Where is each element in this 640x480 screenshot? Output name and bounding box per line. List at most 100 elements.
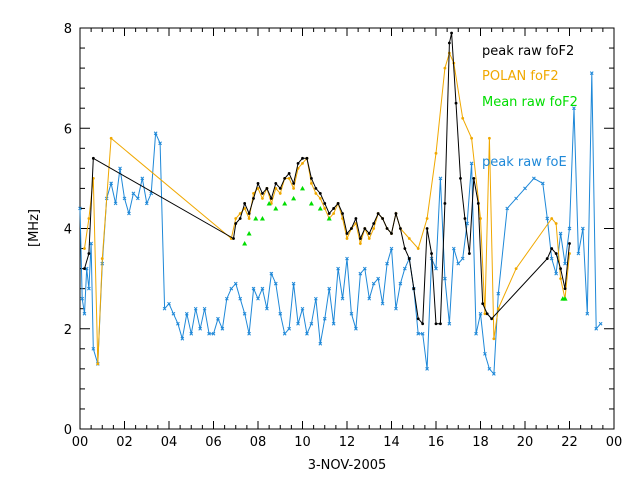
data-point [549,256,554,261]
data-point [336,202,340,205]
data-point [496,307,500,311]
data-point [282,200,288,206]
data-point [425,217,429,220]
data-point [202,306,207,311]
data-point [171,311,176,316]
data-point [367,232,371,235]
data-point [479,217,482,220]
data-point [211,331,216,336]
data-point [243,202,247,205]
x-tick-label: 14 [383,435,400,450]
x-tick-label: 22 [561,435,578,450]
x-axis-title: 3-NOV-2005 [308,458,387,473]
data-point [233,281,238,286]
data-point [287,176,291,180]
data-point [394,306,398,311]
data-point [568,242,571,245]
data-point [113,201,118,206]
data-point [376,276,381,281]
data-point [314,192,318,195]
x-tick-label: 06 [205,435,222,450]
data-point [83,267,86,270]
data-point [594,326,599,331]
data-point [234,222,238,225]
data-point [562,296,568,301]
data-point [131,191,136,196]
data-point [310,181,313,185]
data-point [229,286,234,291]
data-point [305,331,309,336]
data-point [300,306,305,311]
data-point [559,267,562,270]
data-point [372,227,376,230]
data-point [350,227,353,230]
data-point [247,331,251,336]
data-point [491,372,496,376]
data-point [385,227,389,230]
data-point [259,215,265,221]
data-point [87,252,91,255]
data-point [180,336,185,341]
data-point [463,217,467,220]
data-point [490,317,494,321]
legend-entry: peak raw foF2 [482,44,574,59]
x-tick-label: 00 [606,435,623,450]
data-point [242,311,247,316]
data-point [430,252,433,255]
x-tick-label: 04 [161,435,178,450]
data-point [358,242,362,245]
data-point [585,311,590,316]
data-point [545,257,549,260]
data-point [461,116,465,120]
data-point [167,301,171,306]
data-point [487,366,492,371]
data-point [265,187,269,190]
data-point [309,321,314,326]
data-point [362,266,367,271]
data-point [532,176,536,181]
data-point [390,232,393,235]
data-point [567,226,572,231]
data-point [472,176,476,180]
data-point [318,192,322,195]
data-point [269,271,274,276]
x-tick-label: 00 [72,435,89,450]
data-point [282,331,287,336]
data-point [336,266,340,271]
data-point [184,311,189,316]
data-point [425,227,429,230]
data-point [305,156,309,160]
data-point [326,215,332,221]
data-point [341,212,344,215]
x-tick-label: 08 [250,435,267,450]
data-point [589,71,594,75]
data-point [83,247,86,250]
x-tick-label: 10 [294,435,311,450]
data-point [371,281,376,286]
data-point [470,136,473,140]
data-point [300,185,305,191]
data-point [447,41,451,45]
data-point [349,311,354,316]
data-point [189,331,194,336]
data-point [89,241,93,246]
data-point [283,176,287,180]
data-point [559,277,562,281]
data-point [291,195,297,201]
data-point [447,321,452,326]
data-point [398,281,403,286]
data-point [238,296,243,301]
data-point [554,222,558,225]
data-point [318,341,323,346]
data-point [91,156,95,160]
data-point [323,207,327,210]
data-point [340,296,345,301]
data-point [243,207,247,210]
data-point [459,176,462,180]
data-point [598,321,603,326]
data-point [416,317,420,321]
data-point [514,196,518,201]
data-point [162,306,167,311]
x-tick-label: 02 [116,435,133,450]
